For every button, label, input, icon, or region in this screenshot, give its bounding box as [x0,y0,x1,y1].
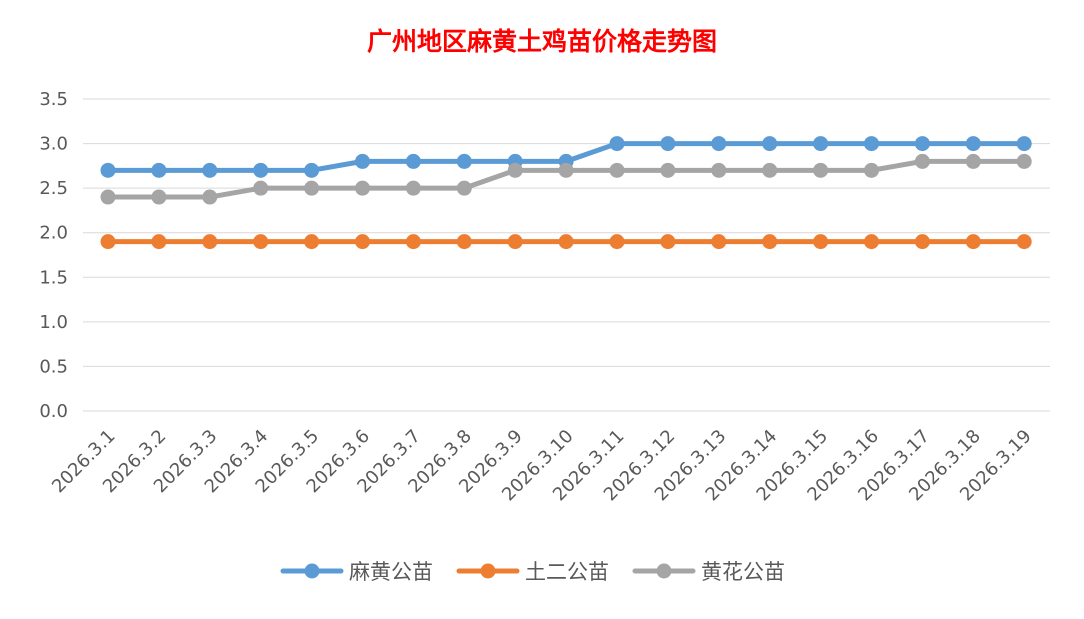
data-point [660,136,676,152]
legend-item: 黄花公苗 [632,560,785,584]
series-lines [100,136,1032,250]
y-tick-label: 3.0 [39,134,68,155]
data-point [100,162,116,178]
data-point [355,153,370,169]
y-tick-label: 1.5 [39,267,68,288]
y-tick-label: 2.5 [39,178,68,199]
legend-marker [304,563,320,579]
y-axis-ticks: 0.0 0.5 1.0 1.5 2.0 2.5 3.0 3.5 [39,89,68,422]
data-point [914,153,930,169]
data-point [609,136,625,152]
data-point [151,189,167,205]
data-point [711,136,727,152]
data-point [202,234,218,250]
data-point [151,162,167,178]
data-point [456,234,472,250]
data-point [405,153,421,169]
data-point [762,162,778,178]
data-point [405,234,421,250]
data-point [762,234,778,250]
data-point [304,234,320,250]
data-point [813,136,829,152]
chart-title: 广州地区麻黄土鸡苗价格走势图 [366,27,717,56]
data-point [864,162,879,178]
data-point [609,162,625,178]
legend-marker [480,563,496,579]
y-tick-label: 2.0 [39,223,68,244]
series-3 [100,153,1032,205]
legend-item: 土二公苗 [456,560,609,584]
data-point [355,180,370,196]
data-point [609,234,625,250]
data-point [1016,234,1032,250]
data-point [711,234,727,250]
legend-label: 土二公苗 [525,560,609,584]
data-point [1016,153,1032,169]
y-tick-label: 1.0 [39,312,68,333]
x-axis-ticks: 2026.3.12026.3.22026.3.32026.3.42026.3.5… [48,426,1036,506]
data-point [304,162,320,178]
data-point [660,234,676,250]
data-point [1016,136,1032,152]
legend-label: 黄花公苗 [701,560,785,584]
data-point [965,153,981,169]
y-tick-label: 3.5 [39,89,68,110]
data-point [202,162,218,178]
data-point [100,234,116,250]
data-point [253,162,269,178]
data-point [151,234,167,250]
data-point [914,234,930,250]
data-point [864,136,879,152]
data-point [355,234,370,250]
data-point [507,234,523,250]
legend-item: 麻黄公苗 [280,560,433,584]
data-point [558,162,574,178]
legend: 麻黄公苗 土二公苗 黄花公苗 [280,560,785,584]
data-point [456,180,472,196]
data-point [813,234,829,250]
data-point [711,162,727,178]
data-point [914,136,930,152]
data-point [405,180,421,196]
legend-marker [656,563,672,579]
data-point [965,136,981,152]
data-point [100,189,116,205]
series-2 [100,234,1032,250]
data-point [456,153,472,169]
data-point [202,189,218,205]
data-point [813,162,829,178]
legend-label: 麻黄公苗 [349,560,433,584]
data-point [558,234,574,250]
data-point [507,162,523,178]
data-point [965,234,981,250]
data-point [660,162,676,178]
y-tick-label: 0.5 [39,356,68,377]
data-point [253,234,269,250]
data-point [253,180,269,196]
data-point [762,136,778,152]
data-point [304,180,320,196]
data-point [864,234,879,250]
y-tick-label: 0.0 [39,401,68,422]
